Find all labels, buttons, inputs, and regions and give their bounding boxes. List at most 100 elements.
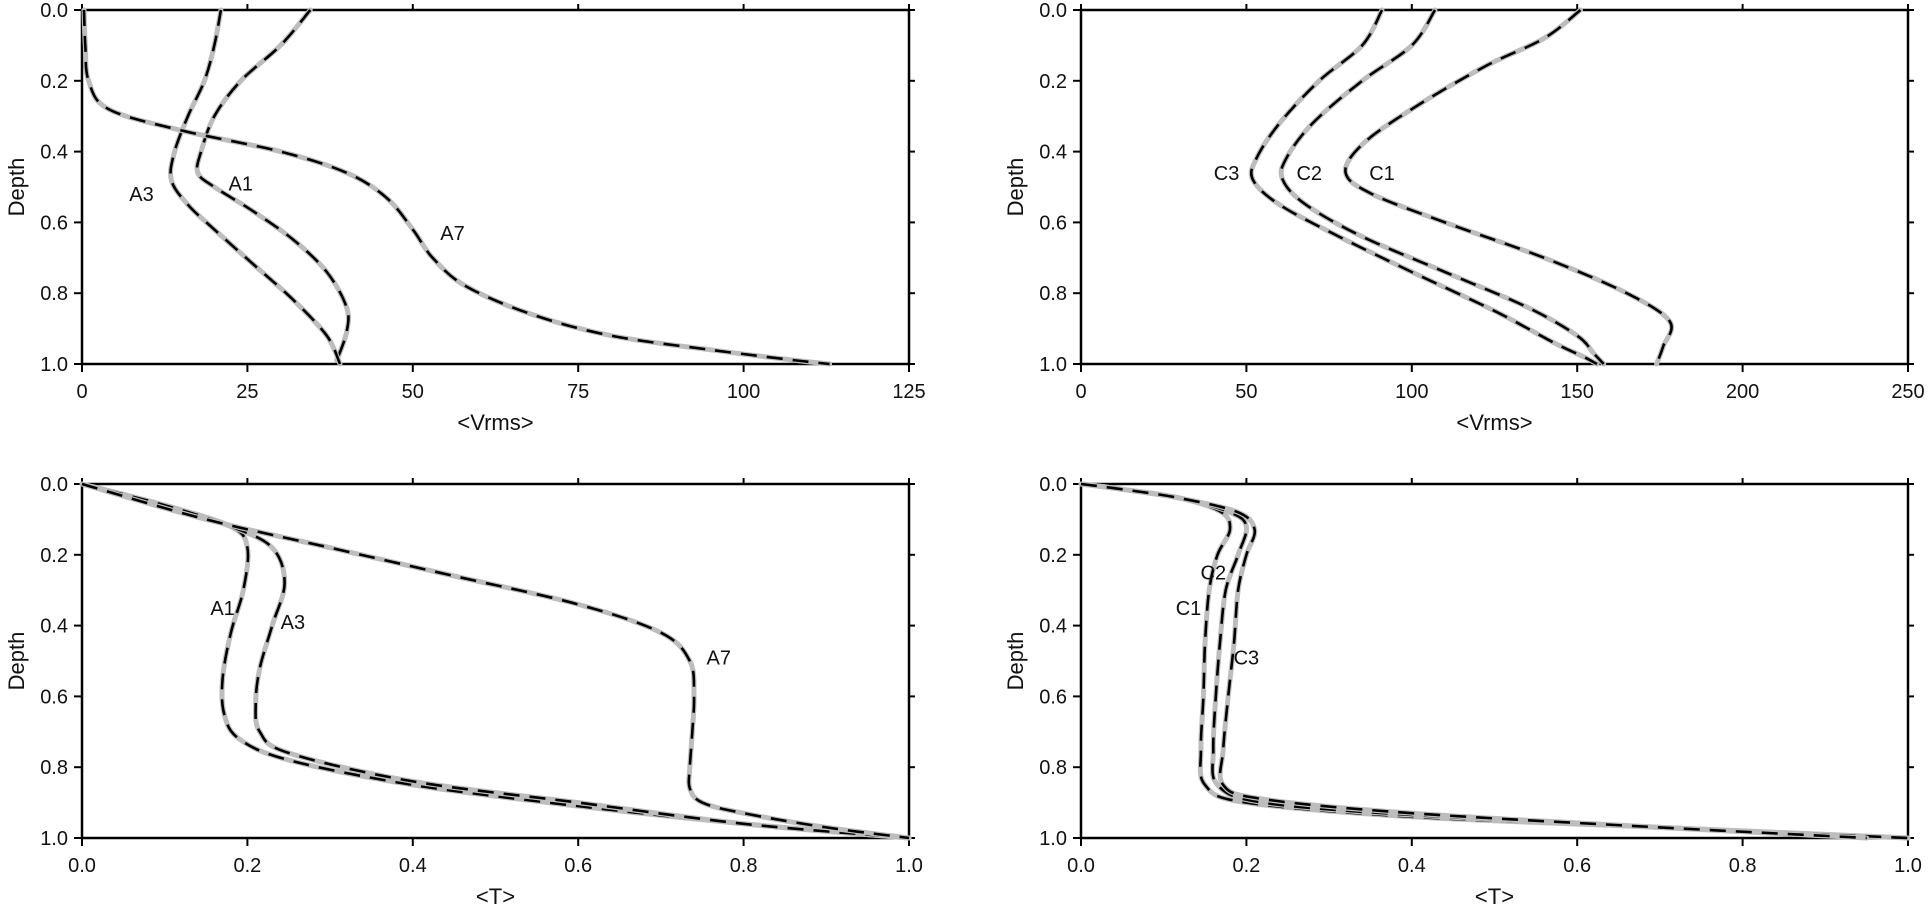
series-line-underlay	[81, 7, 833, 367]
series-label: C3	[1214, 163, 1240, 185]
series-line-underlay	[79, 481, 912, 841]
y-tick-label: 0.6	[1039, 212, 1067, 234]
x-axis-label: <Vrms>	[457, 410, 533, 435]
series-C1: C1	[1342, 7, 1675, 367]
series-line-underlay	[79, 481, 912, 841]
x-tick-label: 0.2	[1232, 855, 1260, 877]
x-tick-label: 200	[1726, 381, 1759, 403]
y-tick-label: 0.6	[1039, 686, 1067, 708]
plot-frame	[80, 8, 911, 366]
y-tick-label: 1.0	[40, 354, 68, 376]
x-axis-label: <T>	[1475, 884, 1514, 904]
series-line-underlay	[1342, 7, 1675, 367]
series-line-underlay	[1278, 7, 1607, 367]
x-tick-label: 1.0	[895, 855, 923, 877]
y-tick-label: 0.8	[40, 757, 68, 779]
series-line-dashed	[1080, 482, 1867, 840]
series-C3: C3	[1078, 481, 1870, 841]
y-tick-label: 1.0	[40, 828, 68, 850]
x-tick-label: 0.8	[1729, 855, 1757, 877]
series-A3: A3	[79, 481, 912, 841]
series-C1: C1	[1078, 481, 1911, 841]
y-tick-label: 0.0	[40, 0, 68, 22]
x-tick-label: 0.8	[730, 855, 758, 877]
series-A3: A3	[129, 7, 343, 367]
panel-2: 0 50 100 150 200 250 0.0 0.2 0.4 0.6 0.8 1.0 <Vrms> D…	[1003, 0, 1925, 435]
y-tick-label: 0.6	[40, 686, 68, 708]
x-tick-label: 1.0	[1894, 855, 1922, 877]
y-tick-label: 0.0	[1039, 474, 1067, 496]
y-tick-label: 0.4	[1039, 142, 1067, 164]
y-tick-label: 0.8	[40, 283, 68, 305]
x-tick-label: 0.0	[1067, 855, 1095, 877]
series-label: C2	[1201, 563, 1227, 585]
series-label: C1	[1369, 163, 1395, 185]
x-tick-label: 0	[76, 381, 87, 403]
panel-3: 0.0 0.2 0.4 0.6 0.8 1.00.00.20.40.60.81.0<T>D…	[4, 474, 923, 904]
x-tick-label: 25	[236, 381, 258, 403]
series-line-dashed	[81, 482, 910, 840]
x-tick-label: 100	[727, 381, 760, 403]
series-line-dashed	[1080, 482, 1909, 840]
y-tick-label: 0.2	[40, 71, 68, 93]
series-A1: A1	[79, 481, 912, 841]
plot-frame	[1079, 8, 1910, 366]
y-tick-label: 0.8	[1039, 757, 1067, 779]
series-line-dashed	[82, 9, 830, 366]
panel-1: 0 25 50 75 100 125 0.0 0.2 0.4 0.6 0.8 1.0 <Vrms> Dep…	[4, 0, 926, 435]
series-A7: A7	[79, 481, 912, 841]
series-line-underlay	[194, 7, 351, 363]
series-C2: C2	[1278, 7, 1607, 367]
x-axis-label: <Vrms>	[1456, 410, 1532, 435]
y-tick-label: 0.8	[1039, 283, 1067, 305]
y-axis-label: Depth	[1003, 158, 1028, 217]
y-axis-label: Depth	[4, 632, 29, 691]
series-label: A7	[707, 647, 731, 669]
series-A7: A7	[81, 7, 833, 367]
series-label: C3	[1234, 647, 1260, 669]
x-tick-label: 50	[402, 381, 424, 403]
series-line-underlay	[79, 481, 912, 841]
y-axis-label: Depth	[4, 158, 29, 217]
series-line-dashed	[1279, 9, 1605, 365]
series-label: A3	[129, 184, 153, 206]
x-axis-label: <T>	[476, 884, 515, 904]
x-tick-label: 0	[1075, 381, 1086, 403]
series-line-dashed	[81, 482, 910, 840]
y-tick-label: 0.2	[1039, 545, 1067, 567]
x-tick-label: 125	[892, 381, 925, 403]
x-tick-label: 250	[1891, 381, 1924, 403]
x-tick-label: 75	[567, 381, 589, 403]
x-tick-label: 0.6	[564, 855, 592, 877]
series-C3: C3	[1214, 7, 1600, 367]
series-label: C2	[1296, 163, 1322, 185]
y-tick-label: 0.2	[1039, 71, 1067, 93]
series-label: A1	[229, 173, 253, 195]
series-line-underlay	[168, 7, 343, 367]
y-tick-label: 0.6	[40, 212, 68, 234]
series-line-dashed	[1249, 9, 1598, 366]
plot-frame	[1079, 482, 1910, 840]
series-label: A3	[281, 612, 305, 634]
series-line-dashed	[81, 482, 910, 840]
y-tick-label: 0.0	[40, 474, 68, 496]
y-tick-label: 0.0	[1039, 0, 1067, 22]
y-tick-label: 0.4	[40, 142, 68, 164]
x-tick-label: 0.2	[233, 855, 261, 877]
y-tick-label: 0.4	[40, 616, 68, 638]
series-label: A7	[440, 223, 464, 245]
x-tick-label: 0.4	[1398, 855, 1426, 877]
y-tick-label: 0.2	[40, 545, 68, 567]
series-line-dashed	[195, 9, 350, 361]
x-tick-label: 0.6	[1563, 855, 1591, 877]
series-line-underlay	[1248, 7, 1600, 367]
series-line-dashed	[169, 9, 342, 365]
x-tick-label: 100	[1395, 381, 1428, 403]
x-tick-label: 0.0	[68, 855, 96, 877]
y-axis-label: Depth	[1003, 632, 1028, 691]
x-tick-label: 150	[1561, 381, 1594, 403]
series-label: A1	[210, 598, 234, 620]
panel-4: 0.0 0.2 0.4 0.6 0.8 1.00.00.20.40.60.81.0<T>D…	[1003, 474, 1922, 904]
y-tick-label: 1.0	[1039, 828, 1067, 850]
